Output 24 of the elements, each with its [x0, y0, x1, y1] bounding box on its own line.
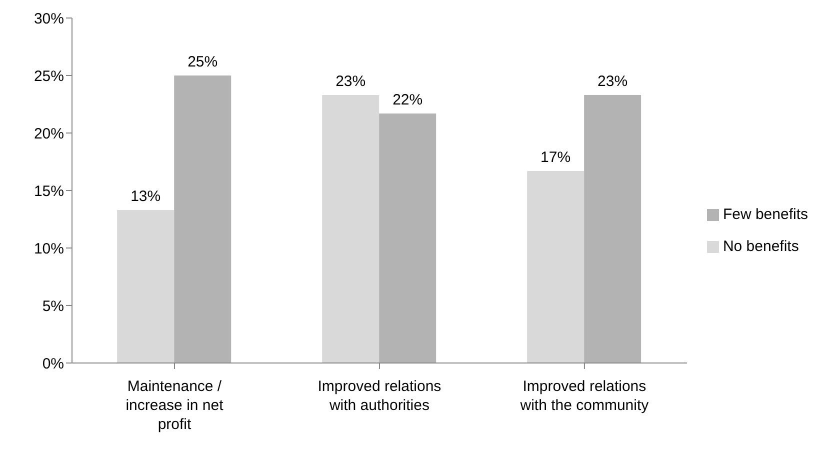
data-label: 17%	[540, 148, 571, 166]
bar	[379, 113, 436, 363]
y-tick-label: 0%	[42, 355, 64, 372]
legend-label: No benefits	[722, 238, 799, 254]
x-tick-label: Improved relations with the community	[519, 378, 650, 414]
data-label: 22%	[392, 91, 423, 108]
data-label: 23%	[598, 73, 628, 90]
x-tick-label: Maintenance / increase in net profit	[126, 378, 224, 433]
x-tick-label: Improved relations with authorities	[318, 378, 442, 414]
bar	[527, 170, 584, 363]
bar	[584, 95, 642, 363]
y-tick-label: 20%	[34, 125, 64, 142]
data-label: 25%	[188, 54, 218, 70]
y-tick-label: 10%	[34, 240, 64, 258]
bar	[117, 210, 174, 363]
y-tick-label: 25%	[34, 68, 64, 85]
y-tick-label: 15%	[34, 182, 64, 200]
bar	[322, 95, 380, 363]
data-label: 13%	[130, 188, 161, 206]
y-tick-label: 5%	[42, 298, 64, 315]
bar	[174, 76, 232, 363]
y-tick-label: 30%	[34, 10, 64, 28]
data-label: 23%	[336, 73, 366, 90]
legend-label: Few benefits	[722, 206, 808, 222]
